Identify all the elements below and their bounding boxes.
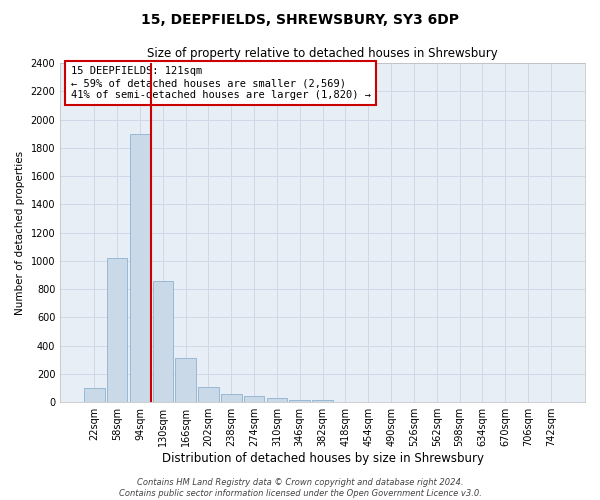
Title: Size of property relative to detached houses in Shrewsbury: Size of property relative to detached ho… xyxy=(147,48,498,60)
Text: Contains HM Land Registry data © Crown copyright and database right 2024.
Contai: Contains HM Land Registry data © Crown c… xyxy=(119,478,481,498)
Text: 15, DEEPFIELDS, SHREWSBURY, SY3 6DP: 15, DEEPFIELDS, SHREWSBURY, SY3 6DP xyxy=(141,12,459,26)
Bar xyxy=(266,398,287,402)
Bar xyxy=(152,280,173,402)
Bar xyxy=(175,358,196,402)
Bar xyxy=(313,400,333,402)
Bar xyxy=(107,258,127,402)
Bar xyxy=(221,394,242,402)
Bar xyxy=(84,388,104,402)
Bar xyxy=(198,386,219,402)
Bar xyxy=(289,400,310,402)
Bar xyxy=(244,396,265,402)
Y-axis label: Number of detached properties: Number of detached properties xyxy=(15,150,25,314)
Text: 15 DEEPFIELDS: 121sqm
← 59% of detached houses are smaller (2,569)
41% of semi-d: 15 DEEPFIELDS: 121sqm ← 59% of detached … xyxy=(71,66,371,100)
Bar xyxy=(130,134,150,402)
X-axis label: Distribution of detached houses by size in Shrewsbury: Distribution of detached houses by size … xyxy=(161,452,484,465)
